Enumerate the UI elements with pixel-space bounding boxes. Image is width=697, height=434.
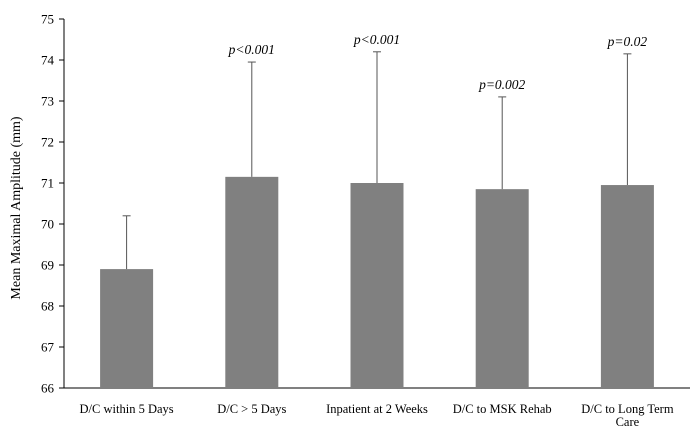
y-tick-label: 70 (41, 217, 54, 232)
p-value-annotation: p<0.001 (353, 32, 400, 47)
p-value-annotation: p<0.001 (228, 42, 275, 57)
bar (350, 183, 404, 388)
x-category-label: D/C > 5 Days (217, 402, 286, 416)
bar (225, 176, 279, 388)
y-tick-label: 71 (41, 176, 54, 191)
y-tick-label: 72 (41, 135, 54, 150)
p-value-annotation: p=0.02 (607, 34, 648, 49)
p-value-annotation: p=0.002 (478, 77, 525, 92)
y-tick-label: 75 (41, 12, 54, 27)
y-tick-label: 69 (41, 258, 54, 273)
y-tick-label: 73 (41, 94, 54, 109)
y-tick-label: 67 (41, 340, 55, 355)
x-category-label: D/C to MSK Rehab (453, 402, 552, 416)
x-category-label: Inpatient at 2 Weeks (326, 402, 428, 416)
y-tick-label: 66 (41, 381, 55, 396)
x-category-label: D/C to Long Term Care (581, 402, 674, 429)
bar (600, 185, 654, 388)
y-tick-label: 68 (41, 299, 54, 314)
bar (475, 189, 529, 388)
y-tick-label: 74 (41, 53, 55, 68)
bar (100, 269, 154, 388)
x-category-label: D/C within 5 Days (80, 402, 174, 416)
y-axis-label: Mean Maximal Amplitude (mm) (9, 116, 24, 299)
